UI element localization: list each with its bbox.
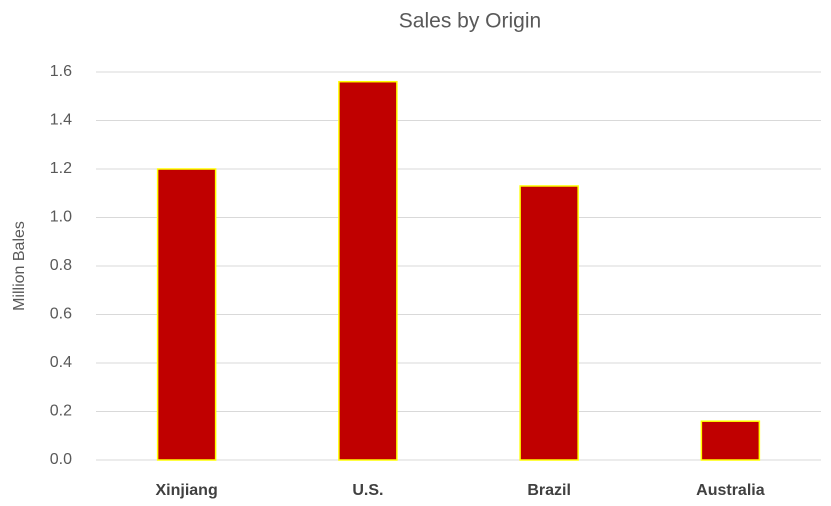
bar (156, 168, 217, 461)
x-tick-label: Australia (696, 482, 765, 499)
y-axis-label: Million Bales (11, 221, 28, 311)
y-tick-label: 0.2 (50, 403, 72, 420)
y-tick-label: 1.4 (50, 112, 72, 129)
y-tick-label: 1.0 (50, 209, 72, 226)
bar (519, 185, 579, 461)
chart-title: Sales by Origin (399, 10, 541, 33)
bar (338, 80, 398, 461)
y-tick-label: 0.0 (50, 451, 72, 468)
y-tick-label: 1.6 (50, 63, 72, 80)
y-tick-label: 0.6 (50, 306, 72, 323)
y-tick-label: 1.2 (50, 160, 72, 177)
bar (700, 420, 761, 461)
y-tick-label: 0.4 (50, 354, 72, 371)
x-tick-label: Xinjiang (156, 482, 218, 499)
x-tick-label: Brazil (527, 482, 571, 499)
x-tick-label: U.S. (352, 482, 383, 499)
y-tick-label: 0.8 (50, 257, 72, 274)
